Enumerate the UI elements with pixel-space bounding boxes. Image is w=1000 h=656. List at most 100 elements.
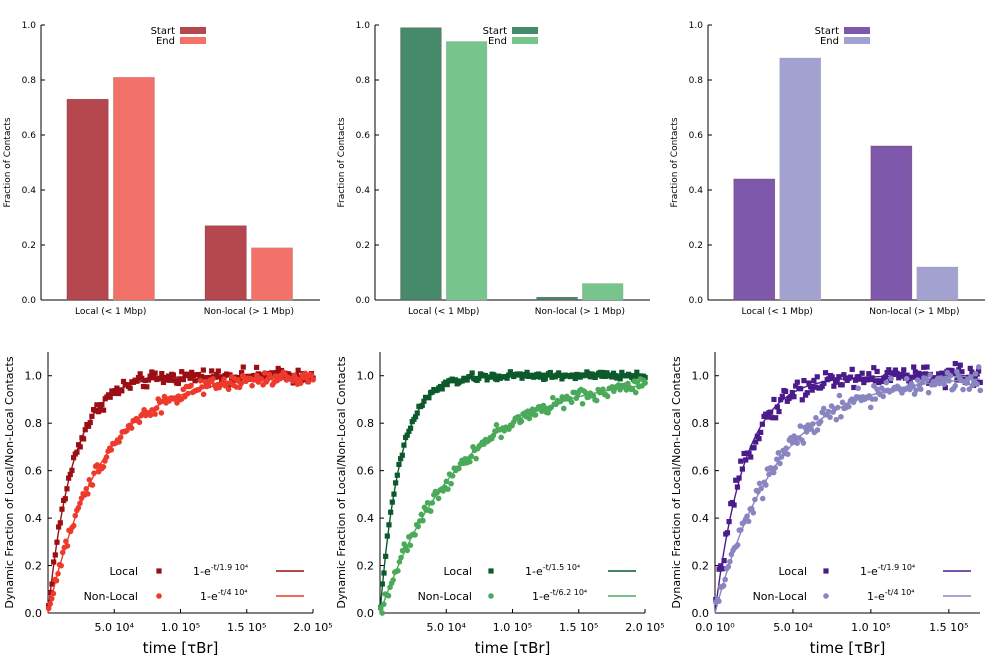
y-axis-label: Fraction of Contacts xyxy=(3,117,13,207)
bar-end-local xyxy=(445,41,488,301)
point-nonlocal xyxy=(100,464,107,470)
point-nonlocal xyxy=(903,375,910,382)
point-local xyxy=(809,387,815,393)
point-local xyxy=(140,383,147,390)
point-local xyxy=(783,388,789,395)
point-local xyxy=(721,558,727,564)
point-local xyxy=(791,394,797,400)
point-local xyxy=(107,394,113,400)
point-nonlocal xyxy=(302,370,309,377)
legend-label: End xyxy=(820,36,839,47)
point-local xyxy=(97,406,103,412)
point-nonlocal xyxy=(867,404,874,411)
y-tick-label: 1.0 xyxy=(689,21,704,31)
point-local xyxy=(778,397,784,403)
point-nonlocal xyxy=(467,458,473,465)
point-nonlocal xyxy=(838,413,844,420)
y-tick-label: 1.0 xyxy=(22,21,37,31)
point-nonlocal xyxy=(518,418,525,425)
point-local xyxy=(841,372,847,378)
point-nonlocal xyxy=(814,427,821,433)
point-local xyxy=(137,371,143,377)
fit-curve-non-local xyxy=(714,378,981,614)
x-tick-label: Local (< 1 Mbp) xyxy=(75,307,146,317)
point-local xyxy=(517,371,523,377)
point-local xyxy=(936,371,942,377)
point-nonlocal xyxy=(560,405,567,412)
point-local xyxy=(273,370,280,376)
legend-fit-label: 1-e-t/4 10⁴ xyxy=(867,588,915,603)
legend-label: Non-Local xyxy=(753,590,807,603)
legend-fit-label: 1-e-t/4 10⁴ xyxy=(200,588,248,603)
point-local xyxy=(861,379,867,386)
point-local xyxy=(175,380,182,387)
bar-start-nonlocal xyxy=(870,145,913,301)
legend-swatch xyxy=(844,27,870,34)
point-nonlocal xyxy=(593,397,600,404)
bar-end-local xyxy=(112,76,155,301)
point-local xyxy=(295,367,301,373)
point-local xyxy=(207,374,213,381)
x-tick-label: Local (< 1 Mbp) xyxy=(742,307,813,317)
legend-marker-circle xyxy=(488,593,494,599)
bar-start-nonlocal xyxy=(536,296,578,301)
fit-curve-local xyxy=(379,375,645,614)
point-nonlocal xyxy=(579,400,586,407)
y-tick-label: 0.2 xyxy=(22,241,36,251)
x-tick-label: 1.0 10⁵ xyxy=(161,621,200,634)
bar-start-local xyxy=(400,27,442,301)
point-local xyxy=(851,384,857,391)
point-local xyxy=(753,439,759,445)
legend-fit-label: 1-e-t/1.5 10⁴ xyxy=(525,563,580,578)
y-tick-label: 0.2 xyxy=(357,560,375,573)
y-tick-label: 0.8 xyxy=(689,76,704,86)
point-local xyxy=(419,402,425,409)
point-nonlocal xyxy=(532,412,539,418)
point-local xyxy=(884,370,890,376)
point-local xyxy=(135,375,142,381)
point-local xyxy=(190,372,196,379)
x-tick-label: Non-local (> 1 Mbp) xyxy=(535,307,625,317)
bar-start-local xyxy=(733,178,776,301)
point-local xyxy=(821,380,827,386)
point-local xyxy=(829,374,835,380)
point-local xyxy=(71,455,77,461)
point-nonlocal xyxy=(642,380,648,386)
point-local xyxy=(587,374,593,380)
point-local xyxy=(807,384,814,390)
fit-label-exponent: -t/4 10⁴ xyxy=(885,588,915,597)
x-axis-label: time [τBr] xyxy=(810,639,886,656)
fit-label-base: 1-e xyxy=(860,565,878,578)
point-local xyxy=(921,364,927,370)
point-local xyxy=(849,366,855,372)
point-local xyxy=(167,377,173,383)
y-tick-label: 0.0 xyxy=(689,296,704,306)
point-nonlocal xyxy=(952,383,959,389)
point-local xyxy=(866,371,872,377)
x-tick-label: 2.0 10⁵ xyxy=(625,621,664,634)
point-local xyxy=(819,383,825,389)
y-axis-label: Dynamic Fraction of Local/Non-Local Cont… xyxy=(335,356,348,608)
point-local xyxy=(899,371,905,378)
point-nonlocal xyxy=(210,375,216,382)
x-tick-label: 1.0 10⁵ xyxy=(851,621,890,634)
point-local xyxy=(262,374,268,380)
point-local xyxy=(602,373,608,380)
point-local xyxy=(914,374,920,380)
point-nonlocal xyxy=(221,376,227,382)
point-nonlocal xyxy=(200,391,207,398)
point-local xyxy=(886,367,892,373)
point-local xyxy=(164,377,170,383)
bar-start-nonlocal xyxy=(204,225,247,301)
point-local xyxy=(869,375,875,381)
point-nonlocal xyxy=(813,415,819,421)
point-local xyxy=(179,369,185,375)
point-local xyxy=(159,370,165,377)
point-local xyxy=(195,371,201,378)
y-tick-label: 0.2 xyxy=(689,241,703,251)
point-local xyxy=(912,369,918,375)
point-local xyxy=(917,371,923,377)
